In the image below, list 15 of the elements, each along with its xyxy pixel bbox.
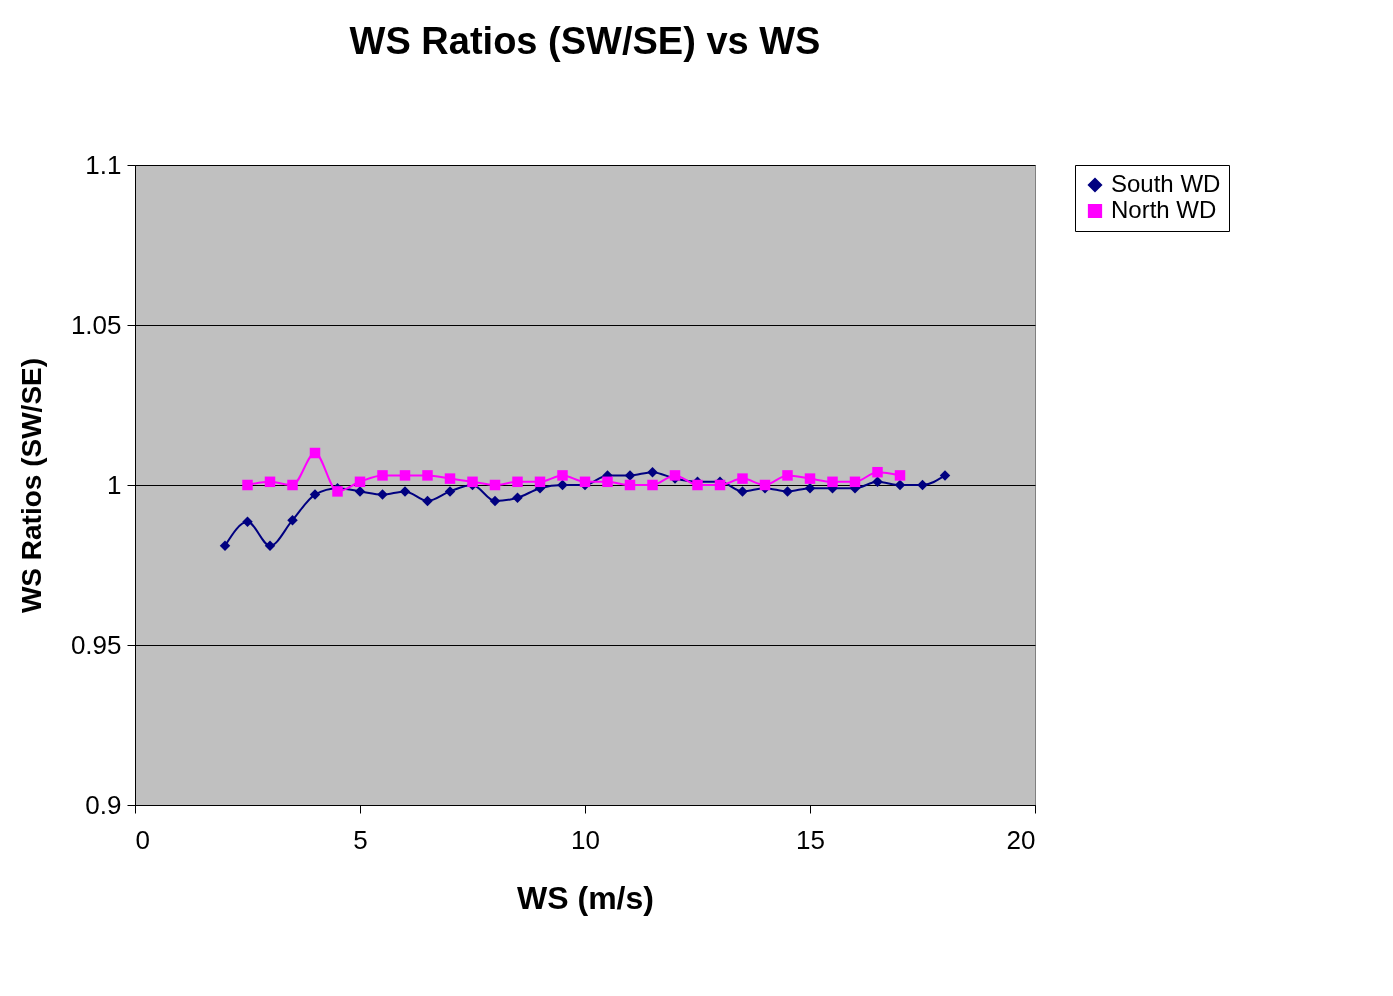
x-tick-label: 5 — [353, 824, 368, 855]
y-tick-label: 0.95 — [70, 629, 122, 660]
x-tick-label: 0 — [135, 824, 150, 855]
y-tick-label: 1 — [107, 469, 122, 500]
legend-label: North WD — [1111, 196, 1217, 223]
x-tick-label: 10 — [571, 824, 600, 855]
chart-title: WS Ratios (SW/SE) vs WS — [349, 20, 821, 62]
y-tick-label: 1.05 — [70, 309, 122, 340]
x-axis-title: WS (m/s) — [517, 879, 654, 916]
y-tick-label: 1.1 — [85, 149, 122, 180]
x-tick-label: 20 — [1006, 824, 1036, 855]
x-tick-label: 15 — [796, 824, 825, 855]
y-axis-title: WS Ratios (SW/SE) — [15, 357, 47, 614]
legend-label: South WD — [1111, 170, 1221, 197]
y-tick-label: 0.9 — [85, 789, 122, 820]
